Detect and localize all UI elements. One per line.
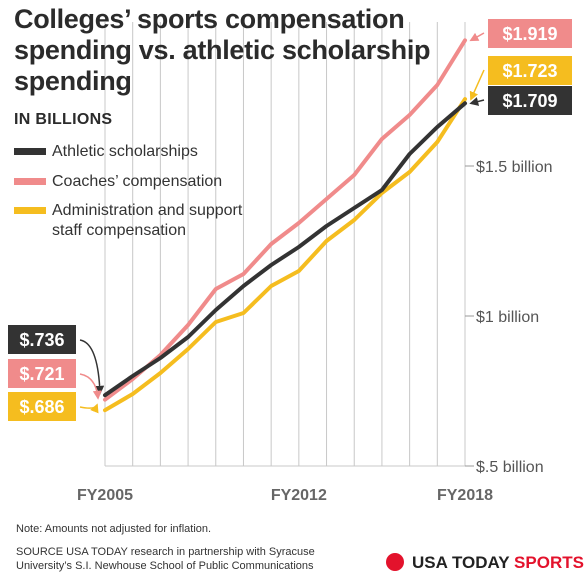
- legend-item-scholarships: Athletic scholarships: [14, 142, 254, 162]
- series-line-0: [103, 101, 467, 398]
- end-arrow-2: [469, 69, 485, 101]
- end-arrow-1: [469, 32, 485, 42]
- note: Note: Amounts not adjusted for inflation…: [16, 523, 212, 535]
- end-label-box-1: [488, 19, 572, 48]
- legend-swatch-coaches: [14, 177, 46, 185]
- end-label-2: $1.723: [502, 61, 557, 81]
- legend-label: Coaches’ compensation: [52, 172, 223, 190]
- start-label-2: $.686: [19, 397, 64, 417]
- x-tick-label: FY2012: [271, 487, 327, 504]
- start-arrow-2: [79, 403, 99, 414]
- units-label: IN BILLIONS: [14, 111, 113, 128]
- start-arrow-1: [79, 373, 102, 400]
- end-label-0: $1.709: [502, 91, 557, 111]
- chart-title: Colleges’ sports compensation spending v…: [14, 4, 431, 96]
- brand-logo: USA TODAY SPORTS: [386, 553, 584, 573]
- start-label-box-0: [8, 325, 76, 354]
- end-label-1: $1.919: [502, 24, 557, 44]
- legend-swatch-scholarships: [14, 148, 46, 155]
- start-label-box-1: [8, 359, 76, 388]
- legend-label: Athletic scholarships: [52, 143, 198, 160]
- brand-name: USA TODAY: [412, 553, 510, 572]
- series-line-1: [103, 38, 467, 402]
- end-arrow-0: [469, 97, 485, 106]
- x-tick-label: FY2018: [437, 487, 493, 504]
- legend-item-coaches: Coaches’ compensation: [14, 172, 254, 192]
- legend: Athletic scholarships Coaches’ compensat…: [14, 142, 254, 250]
- legend-item-administration: Administration and support staff compens…: [14, 201, 254, 240]
- start-arrow-0: [79, 339, 105, 395]
- y-tick-label: $1.5 billion: [476, 159, 553, 176]
- brand-dot-icon: [386, 553, 404, 571]
- x-tick-label: FY2005: [77, 487, 133, 504]
- start-label-0: $.736: [19, 330, 64, 350]
- series-line-2: [103, 97, 467, 413]
- start-label-box-2: [8, 392, 76, 421]
- brand-sports: SPORTS: [514, 553, 584, 572]
- source: SOURCE USA TODAY research in partnership…: [16, 546, 315, 572]
- end-label-box-0: [488, 86, 572, 115]
- y-tick-label: $1 billion: [476, 309, 539, 326]
- legend-label: Administration and support staff compens…: [52, 202, 243, 239]
- start-label-1: $.721: [19, 364, 64, 384]
- end-label-box-2: [488, 56, 572, 85]
- y-tick-label: $.5 billion: [476, 459, 544, 476]
- legend-swatch-administration: [14, 207, 46, 214]
